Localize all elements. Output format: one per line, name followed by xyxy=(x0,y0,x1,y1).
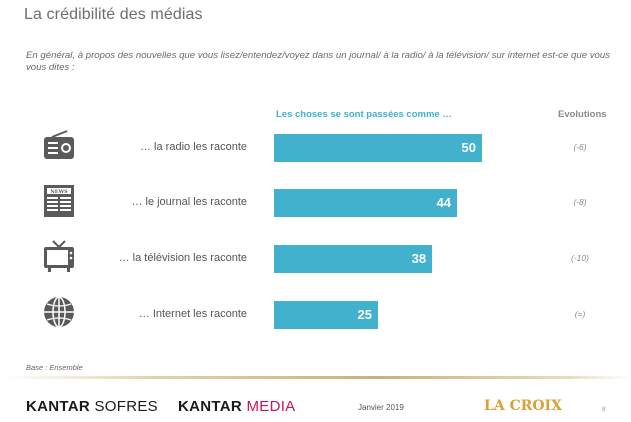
kantar-sofres-logo: KANTAR SOFRES xyxy=(26,398,158,415)
bar-value-label: 25 xyxy=(357,307,372,322)
category-label: … le journal les raconte xyxy=(131,196,247,208)
evolution-value: (-8) xyxy=(573,197,587,207)
page-title: La crédibilité des médias xyxy=(24,6,203,23)
radio-icon xyxy=(44,130,74,159)
la-croix-logo: LA CROIX xyxy=(484,398,562,414)
globe-icon xyxy=(44,296,74,328)
svg-text:NEWS: NEWS xyxy=(50,189,68,195)
television-icon xyxy=(44,240,74,272)
series-header: Les choses se sont passées comme … xyxy=(276,109,452,120)
report-date: Janvier 2019 xyxy=(358,403,404,412)
base-note: Base : Ensemble xyxy=(26,363,83,372)
bar: 38 xyxy=(274,245,433,273)
category-label: … la télévision les raconte xyxy=(118,252,247,264)
kantar-media-logo: KANTAR MEDIA xyxy=(178,398,296,415)
page-number: 8 xyxy=(602,406,606,413)
evolution-value: (-10) xyxy=(571,253,589,263)
category-label: … Internet les raconte xyxy=(138,308,247,320)
bar-value-label: 44 xyxy=(436,195,452,210)
bar: 50 xyxy=(274,134,482,162)
evolution-value: (=) xyxy=(574,309,586,319)
bar: 44 xyxy=(274,189,458,217)
footer-divider xyxy=(0,376,631,379)
survey-question: En général, à propos des nouvelles que v… xyxy=(26,50,610,73)
bar: 25 xyxy=(274,301,378,329)
evolutions-header: Evolutions xyxy=(558,109,607,120)
bar-value-label: 38 xyxy=(411,251,427,266)
category-label: … la radio les raconte xyxy=(140,141,247,153)
bar-value-label: 50 xyxy=(461,140,476,155)
newspaper-icon: NEWS xyxy=(44,185,74,217)
evolution-value: (-6) xyxy=(573,142,587,152)
